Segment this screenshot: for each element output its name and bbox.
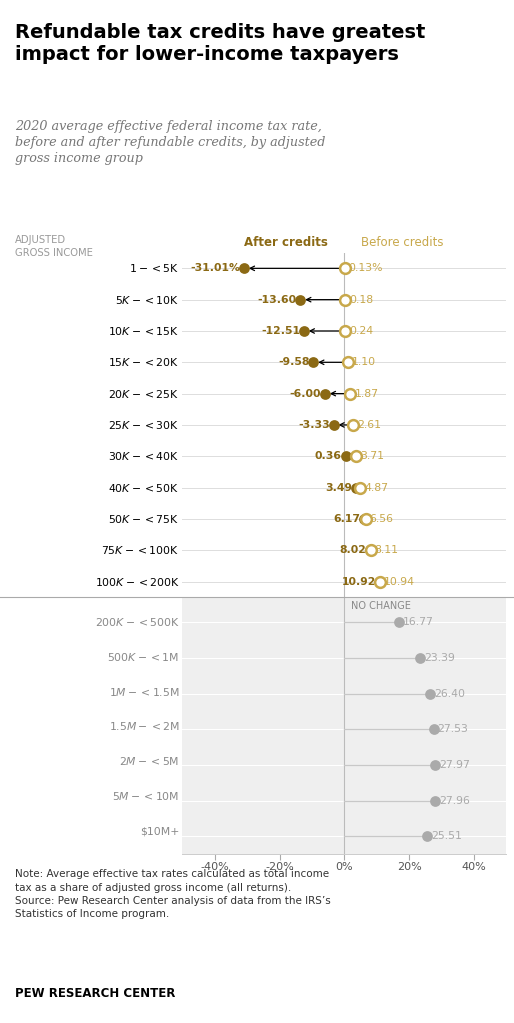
- Point: [361, 510, 370, 527]
- Point: [376, 573, 384, 589]
- Text: 3.71: 3.71: [360, 451, 384, 461]
- Text: 0.36: 0.36: [315, 451, 342, 461]
- Text: 10.94: 10.94: [383, 577, 415, 586]
- Text: 3.49: 3.49: [325, 483, 352, 493]
- Point: [429, 721, 437, 738]
- Text: $50K - <$75K: $50K - <$75K: [108, 513, 179, 525]
- Text: $25K - <$30K: $25K - <$30K: [108, 419, 179, 431]
- Text: $2M - <$5M: $2M - <$5M: [119, 755, 179, 767]
- Point: [341, 323, 350, 340]
- Point: [341, 292, 349, 308]
- Point: [395, 614, 403, 630]
- Text: 10.92: 10.92: [341, 577, 376, 586]
- Point: [341, 448, 350, 464]
- Text: 27.53: 27.53: [437, 724, 468, 735]
- Point: [356, 480, 364, 496]
- Text: 1.87: 1.87: [354, 389, 378, 399]
- Text: 23.39: 23.39: [424, 653, 455, 663]
- Point: [329, 416, 338, 433]
- Text: 0.24: 0.24: [349, 326, 373, 336]
- Text: 2020 average effective federal income tax rate,
before and after refundable cred: 2020 average effective federal income ta…: [15, 120, 326, 165]
- Text: 16.77: 16.77: [402, 617, 433, 627]
- Text: 4.87: 4.87: [364, 483, 388, 493]
- Text: 25.51: 25.51: [431, 831, 462, 841]
- Text: NO CHANGE: NO CHANGE: [351, 602, 411, 611]
- Text: 1.10: 1.10: [352, 357, 376, 367]
- Point: [348, 416, 357, 433]
- Point: [376, 573, 384, 589]
- Text: $30K - <$40K: $30K - <$40K: [108, 450, 179, 462]
- Text: $1M - <$1.5M: $1M - <$1.5M: [108, 685, 179, 698]
- Text: After credits: After credits: [244, 235, 328, 249]
- Point: [366, 542, 375, 559]
- Text: $500K - <$1M: $500K - <$1M: [107, 651, 179, 663]
- Text: -13.60: -13.60: [258, 295, 297, 305]
- Point: [431, 793, 439, 809]
- Text: Note: Average effective tax rates calculated as total income
tax as a share of a: Note: Average effective tax rates calcul…: [15, 870, 331, 919]
- Text: $200K - <$500K: $200K - <$500K: [95, 616, 179, 628]
- Text: 2.61: 2.61: [357, 419, 381, 430]
- Point: [426, 685, 434, 702]
- Point: [321, 386, 329, 402]
- Point: [360, 510, 369, 527]
- Text: -6.00: -6.00: [289, 389, 321, 399]
- Text: 27.97: 27.97: [439, 760, 470, 770]
- Text: 0.13%: 0.13%: [348, 263, 383, 273]
- Point: [423, 828, 431, 844]
- Text: $5M - <$10M: $5M - <$10M: [112, 791, 179, 802]
- Point: [341, 260, 349, 276]
- Text: ADJUSTED
GROSS INCOME: ADJUSTED GROSS INCOME: [15, 235, 94, 258]
- Text: $1 - <$5K: $1 - <$5K: [130, 262, 179, 274]
- Text: -12.51: -12.51: [261, 326, 300, 336]
- Text: 0.18: 0.18: [349, 295, 373, 305]
- Point: [240, 260, 248, 276]
- Text: $20K - <$25K: $20K - <$25K: [108, 388, 179, 400]
- Text: 8.02: 8.02: [340, 545, 366, 555]
- Text: -3.33: -3.33: [298, 419, 329, 430]
- Text: 8.11: 8.11: [375, 545, 398, 555]
- Text: Before credits: Before credits: [361, 235, 444, 249]
- Point: [416, 650, 424, 666]
- Point: [352, 448, 360, 464]
- Text: $10M+: $10M+: [140, 827, 179, 837]
- Text: 26.40: 26.40: [434, 688, 465, 699]
- Point: [352, 480, 360, 496]
- Text: $5K - <$10K: $5K - <$10K: [115, 294, 179, 306]
- Point: [366, 542, 375, 559]
- Text: Refundable tax credits have greatest
impact for lower-income taxpayers: Refundable tax credits have greatest imp…: [15, 23, 426, 63]
- Text: -9.58: -9.58: [278, 357, 309, 367]
- Text: $15K - <$20K: $15K - <$20K: [108, 356, 179, 368]
- Text: $10K - <$15K: $10K - <$15K: [108, 325, 179, 337]
- Text: PEW RESEARCH CENTER: PEW RESEARCH CENTER: [15, 987, 176, 1000]
- Text: $100K - <$200K: $100K - <$200K: [95, 576, 179, 587]
- Text: $40K - <$50K: $40K - <$50K: [108, 482, 179, 493]
- Text: 27.96: 27.96: [439, 796, 470, 805]
- Point: [431, 757, 439, 773]
- Text: 6.56: 6.56: [370, 514, 394, 524]
- Point: [300, 323, 308, 340]
- Text: $1.5M - <$2M: $1.5M - <$2M: [108, 720, 179, 732]
- Point: [346, 386, 355, 402]
- Text: -31.01%: -31.01%: [190, 263, 240, 273]
- Point: [344, 354, 352, 370]
- Text: 6.17: 6.17: [334, 514, 360, 524]
- Point: [296, 292, 304, 308]
- Point: [309, 354, 318, 370]
- Text: $75K - <$100K: $75K - <$100K: [101, 544, 179, 557]
